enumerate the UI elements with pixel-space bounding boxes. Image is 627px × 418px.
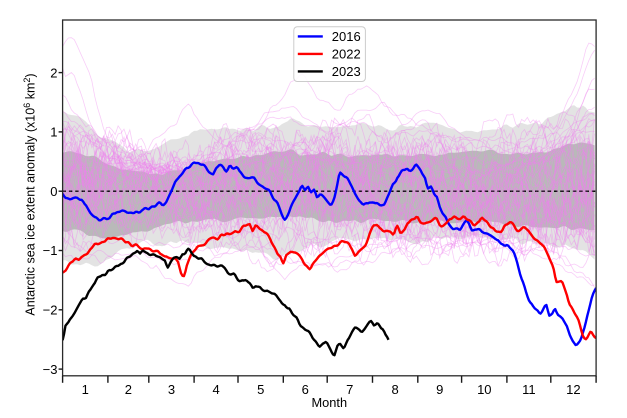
svg-text:Antarctic sea ice extent anoma: Antarctic sea ice extent anomaly (x106 k… [22,73,37,315]
svg-text:9: 9 [436,382,443,397]
svg-text:1: 1 [50,125,57,140]
svg-text:6: 6 [302,382,309,397]
svg-text:2016: 2016 [332,29,361,44]
svg-text:−3: −3 [43,362,58,377]
svg-text:2: 2 [125,382,132,397]
svg-text:12: 12 [566,382,580,397]
svg-text:7: 7 [346,382,353,397]
svg-text:5: 5 [257,382,264,397]
svg-text:2022: 2022 [332,47,361,62]
svg-text:−2: −2 [43,303,58,318]
svg-text:2: 2 [50,65,57,80]
svg-text:Month: Month [312,395,348,410]
svg-text:8: 8 [391,382,398,397]
svg-text:2023: 2023 [332,64,361,79]
svg-text:1: 1 [82,382,89,397]
svg-text:10: 10 [477,382,491,397]
svg-text:3: 3 [168,382,175,397]
svg-text:−1: −1 [43,243,58,258]
svg-text:4: 4 [212,382,219,397]
svg-text:11: 11 [522,382,536,397]
svg-text:0: 0 [50,184,57,199]
